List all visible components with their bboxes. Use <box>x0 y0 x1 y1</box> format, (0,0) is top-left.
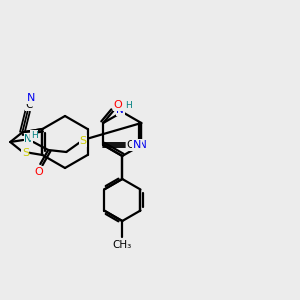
Text: N: N <box>116 105 124 115</box>
Text: O: O <box>34 167 43 177</box>
Text: S: S <box>22 148 29 158</box>
Text: N: N <box>24 134 32 144</box>
Text: N: N <box>133 140 141 150</box>
Text: N: N <box>140 140 147 150</box>
Text: H: H <box>31 130 38 140</box>
Text: N: N <box>27 93 35 103</box>
Text: C: C <box>26 100 33 110</box>
Text: CH₃: CH₃ <box>113 240 132 250</box>
Text: H: H <box>125 100 132 109</box>
Text: S: S <box>80 136 87 146</box>
Text: O: O <box>114 100 123 110</box>
Text: C: C <box>127 140 134 150</box>
